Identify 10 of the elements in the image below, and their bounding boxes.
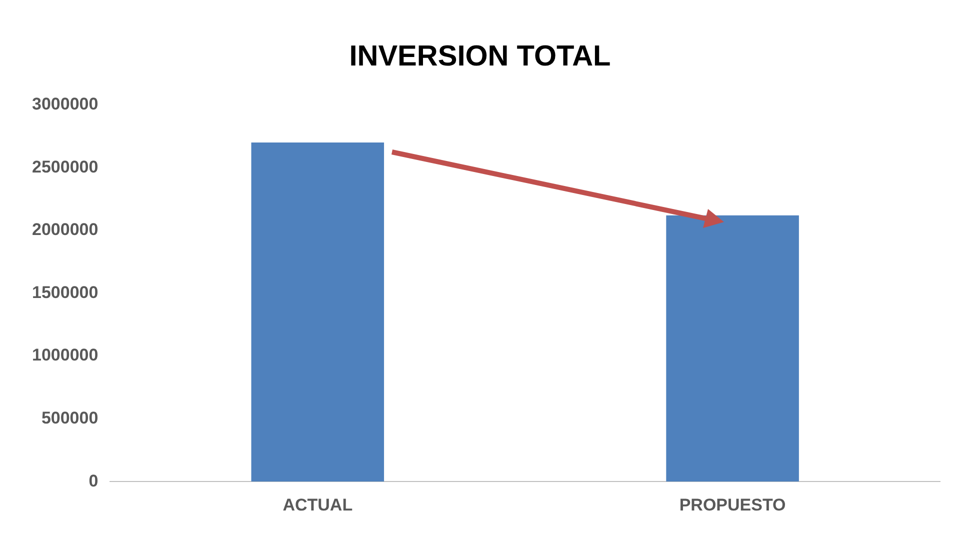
y-tick-label: 3000000 — [32, 94, 98, 114]
y-tick-label: 1000000 — [32, 346, 98, 365]
y-tick-label: 0 — [88, 471, 98, 490]
y-tick-label: 1500000 — [32, 282, 98, 302]
y-tick-label: 2500000 — [32, 157, 98, 176]
y-tick-label: 500000 — [41, 408, 98, 428]
x-tick-label: PROPUESTO — [679, 495, 786, 514]
chart-title: INVERSION TOTAL — [349, 40, 611, 72]
x-tick-label: ACTUAL — [282, 495, 353, 514]
y-tick-label: 2000000 — [32, 220, 98, 240]
